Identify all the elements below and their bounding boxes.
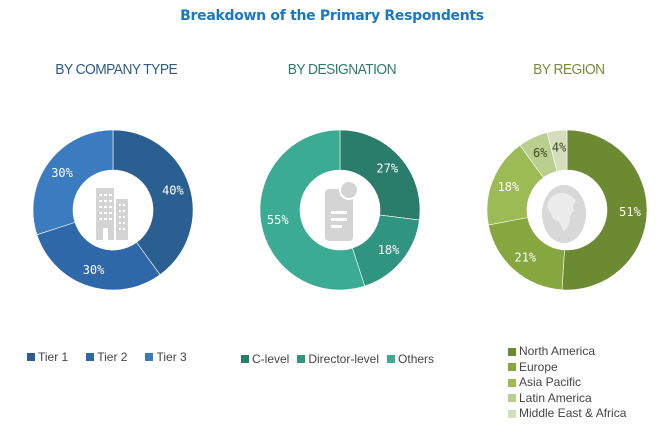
donut-company-type: 40% 30% 30% (32, 129, 194, 291)
legend-item: Others (387, 352, 434, 366)
legend-label: Europe (519, 359, 558, 374)
legend-swatch (508, 347, 516, 356)
building-icon (96, 188, 128, 240)
data-label: 27% (376, 161, 398, 175)
globe-icon (542, 185, 586, 243)
legend-label: Tier 3 (156, 350, 187, 364)
data-label: 55% (267, 213, 289, 227)
legend-item: Asia Pacific (508, 375, 626, 391)
legend-swatch (145, 353, 154, 361)
legend-label: Tier 1 (38, 350, 69, 364)
data-label: 21% (514, 250, 536, 264)
legend-label: Middle East & Africa (519, 406, 627, 420)
data-label: 40% (162, 184, 184, 198)
legend-label: Tier 2 (97, 350, 128, 364)
legend-designation: C-level Director-level Others (241, 352, 434, 366)
legend-swatch (508, 378, 516, 387)
legend-label: Director-level (308, 352, 380, 366)
legend-label: Others (398, 352, 435, 366)
data-label: 30% (83, 263, 105, 277)
donut-designation: 27% 18% 55% (259, 129, 421, 291)
legend-label: North America (519, 344, 596, 358)
data-label: 18% (498, 180, 520, 194)
legend-item: Director-level (297, 352, 379, 366)
legend-item: North America (508, 344, 626, 360)
donut-slice-c-level (339, 129, 421, 221)
donut-slice-tier-2 (36, 221, 161, 291)
chart-title-designation: BY DESIGNATION (287, 61, 397, 78)
legend-region: North America Europe Asia Pacific Latin … (508, 344, 626, 422)
legend-swatch (508, 409, 516, 418)
legend-item: Latin America (508, 391, 626, 407)
legend-label: Asia Pacific (519, 375, 582, 389)
legend-swatch (508, 363, 516, 372)
chart-main-title: Breakdown of the Primary Respondents (180, 8, 484, 24)
legend-swatch (508, 394, 516, 403)
legend-label: Latin America (519, 390, 592, 405)
donut-slice-north-america (561, 129, 648, 291)
donut-slice-tier-3 (32, 129, 114, 236)
legend-item: Tier 1 (27, 350, 68, 364)
legend-swatch (387, 355, 396, 363)
donut-slice-others (259, 129, 366, 291)
data-label: 30% (51, 166, 73, 180)
data-label: 6% (533, 146, 548, 160)
legend-swatch (86, 353, 95, 361)
donut-slice-tier-1 (112, 129, 194, 276)
donut-region: 51% 21% 18% 6% 4% (486, 129, 648, 291)
donut-slice-middle-east-africa (546, 129, 568, 172)
data-label: 18% (378, 243, 400, 257)
legend-item: Middle East & Africa (508, 406, 626, 422)
legend-item: Tier 2 (86, 350, 127, 364)
legend-company-type: Tier 1 Tier 2 Tier 3 (27, 350, 187, 364)
chart-title-company-type: BY COMPANY TYPE (55, 61, 178, 78)
certificate-document-icon (325, 180, 359, 241)
legend-item: Tier 3 (145, 350, 187, 364)
data-label: 4% (552, 140, 567, 154)
legend-label: C-level (252, 352, 290, 366)
legend-swatch (27, 353, 35, 361)
data-label: 51% (619, 205, 641, 219)
legend-swatch (241, 355, 249, 363)
legend-swatch (297, 355, 306, 363)
legend-item: Europe (508, 360, 626, 376)
chart-title-region: BY REGION (533, 61, 605, 78)
legend-item: C-level (241, 352, 289, 366)
